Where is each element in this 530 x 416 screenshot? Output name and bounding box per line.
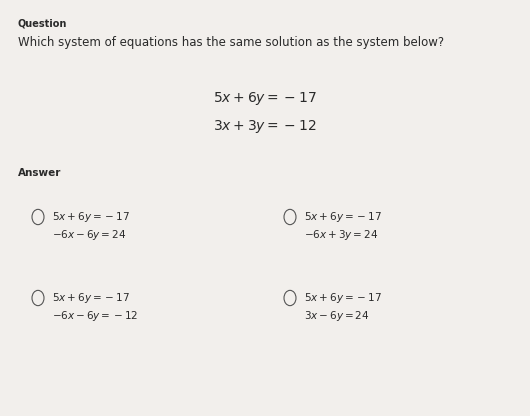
Text: $-6x - 6y = -12$: $-6x - 6y = -12$ xyxy=(52,309,138,323)
Text: Which system of equations has the same solution as the system below?: Which system of equations has the same s… xyxy=(18,36,444,49)
Text: Answer: Answer xyxy=(18,168,61,178)
Text: $5x + 6y = -17$: $5x + 6y = -17$ xyxy=(52,291,130,305)
Text: $5x + 6y = -17$: $5x + 6y = -17$ xyxy=(304,210,382,224)
Text: $5x + 6y = -17$: $5x + 6y = -17$ xyxy=(304,291,382,305)
Text: $5x + 6y = -17$: $5x + 6y = -17$ xyxy=(52,210,130,224)
Text: $-6x + 3y = 24$: $-6x + 3y = 24$ xyxy=(304,228,378,242)
Text: $5x + 6y = -17$: $5x + 6y = -17$ xyxy=(213,90,317,107)
Text: Question: Question xyxy=(18,18,67,28)
Text: $-6x - 6y = 24$: $-6x - 6y = 24$ xyxy=(52,228,126,242)
Text: $3x + 3y = -12$: $3x + 3y = -12$ xyxy=(213,118,317,135)
Text: $3x - 6y = 24$: $3x - 6y = 24$ xyxy=(304,309,369,323)
